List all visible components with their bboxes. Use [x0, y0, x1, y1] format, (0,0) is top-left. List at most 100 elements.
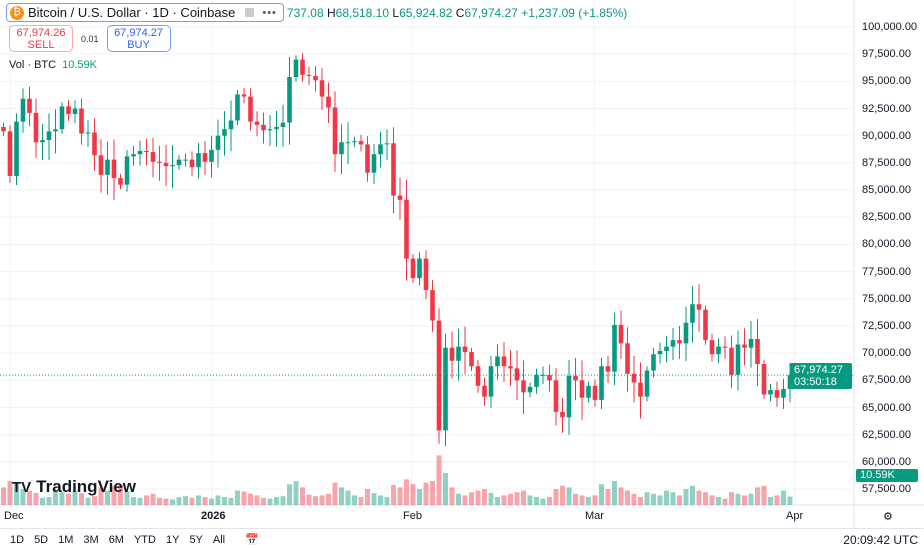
- candle: [352, 141, 357, 143]
- price-tick: 67,500.00: [862, 374, 911, 387]
- range-6m[interactable]: 6M: [108, 533, 124, 546]
- candle: [209, 149, 214, 162]
- change-value: +1,237.09 (+1.85%): [521, 5, 628, 20]
- volume-bar: [241, 491, 247, 505]
- volume-bar: [560, 485, 565, 505]
- volume-bar: [105, 490, 110, 505]
- sell-price: 67,974.26: [16, 27, 66, 39]
- volume-bar: [313, 496, 318, 505]
- candle: [703, 309, 708, 341]
- volume-bar: [46, 497, 52, 505]
- candle: [248, 96, 253, 122]
- date-range-icon[interactable]: 📅: [245, 534, 259, 546]
- volume-bar: [235, 490, 240, 505]
- candle: [592, 385, 598, 400]
- volume-bar: [456, 493, 461, 505]
- volume-bar: [378, 495, 383, 505]
- volume-bar: [605, 489, 611, 505]
- volume-bar: [267, 498, 273, 505]
- spread: 0.01: [81, 33, 99, 44]
- price-tick: 72,500.00: [862, 319, 911, 332]
- candle: [222, 129, 227, 136]
- volume-bar: [293, 481, 299, 505]
- candle: [163, 162, 169, 167]
- time-label-2026: 2026: [201, 510, 226, 522]
- more-icon[interactable]: •••: [262, 6, 277, 19]
- price-chart[interactable]: [0, 0, 924, 528]
- price-tick: 97,500.00: [862, 48, 911, 61]
- volume-bar: [144, 495, 149, 505]
- range-3m[interactable]: 3M: [83, 533, 99, 546]
- flag-icon[interactable]: [245, 8, 255, 17]
- volume-bar: [618, 487, 624, 505]
- candle: [27, 98, 32, 113]
- range-5y[interactable]: 5Y: [189, 533, 203, 546]
- volume-bar: [573, 493, 578, 505]
- candle: [651, 354, 656, 371]
- volume-bar: [59, 492, 65, 505]
- price-tick: 65,000.00: [862, 401, 911, 414]
- candle: [391, 143, 396, 196]
- candle: [124, 156, 130, 185]
- buy-button[interactable]: 67,974.27 BUY: [106, 25, 171, 52]
- time-label-feb: Feb: [403, 510, 422, 522]
- close-label: C: [455, 5, 465, 20]
- open-value: 737.08: [286, 5, 324, 20]
- candle: [625, 343, 630, 374]
- countdown: 03:50:18: [794, 376, 837, 388]
- candle: [586, 385, 591, 398]
- candle: [189, 159, 195, 168]
- price-tick: 77,500.00: [862, 265, 911, 278]
- candle: [495, 356, 500, 367]
- volume-bar: [196, 495, 201, 505]
- time-label-dec: Dec: [4, 510, 24, 522]
- price-axis[interactable]: 100,000.00 97,500.00 95,000.00 92,500.00 90,…: [854, 0, 924, 505]
- candle: [365, 144, 370, 173]
- candle: [761, 364, 767, 395]
- volume-bar: [40, 497, 45, 505]
- candle: [690, 304, 695, 323]
- volume-bar: [475, 490, 481, 505]
- candle: [618, 324, 624, 344]
- volume-bar: [703, 492, 708, 505]
- candle: [709, 340, 715, 355]
- tradingview-logo[interactable]: TV TradingView: [12, 477, 136, 497]
- volume-bar: [488, 493, 494, 505]
- sell-button[interactable]: 67,974.26 SELL: [9, 25, 73, 52]
- volume-bar: [709, 495, 715, 505]
- range-1d[interactable]: 1D: [10, 533, 25, 546]
- range-1m[interactable]: 1M: [58, 533, 74, 546]
- volume-bar: [651, 493, 656, 505]
- range-ytd[interactable]: YTD: [133, 533, 156, 546]
- range-5d[interactable]: 5D: [34, 533, 49, 546]
- candle: [20, 98, 26, 122]
- volume-bar: [781, 490, 786, 505]
- settings-icon[interactable]: ⚙: [883, 511, 893, 523]
- range-all[interactable]: All: [212, 533, 226, 546]
- high-label: H: [326, 5, 336, 20]
- range-1y[interactable]: 1Y: [165, 533, 180, 546]
- volume-bar: [222, 497, 227, 505]
- volume-bar: [248, 493, 253, 505]
- sell-label: SELL: [27, 39, 55, 51]
- candle: [410, 258, 416, 279]
- clock[interactable]: 20:09:42 UTC: [843, 532, 918, 547]
- volume-bar: [14, 482, 19, 505]
- price-tick: 60,000.00: [862, 455, 911, 468]
- candle: [397, 195, 403, 200]
- buy-price: 67,974.27: [114, 27, 163, 39]
- candle: [599, 366, 604, 400]
- symbol-box[interactable]: ₿ Bitcoin / U.S. Dollar · 1D · Coinbase …: [6, 3, 284, 22]
- candle: [313, 75, 318, 81]
- candle: [547, 374, 552, 381]
- candle: [644, 370, 650, 397]
- candle: [170, 165, 175, 167]
- volume-bar: [209, 498, 214, 505]
- candle: [59, 106, 65, 130]
- volume-bar: [443, 473, 448, 505]
- volume-bar: [612, 481, 617, 505]
- last-volume-label: 10.59K: [856, 469, 918, 482]
- candle: [664, 346, 669, 351]
- candle: [7, 131, 13, 176]
- price-tick: 80,000.00: [862, 238, 911, 251]
